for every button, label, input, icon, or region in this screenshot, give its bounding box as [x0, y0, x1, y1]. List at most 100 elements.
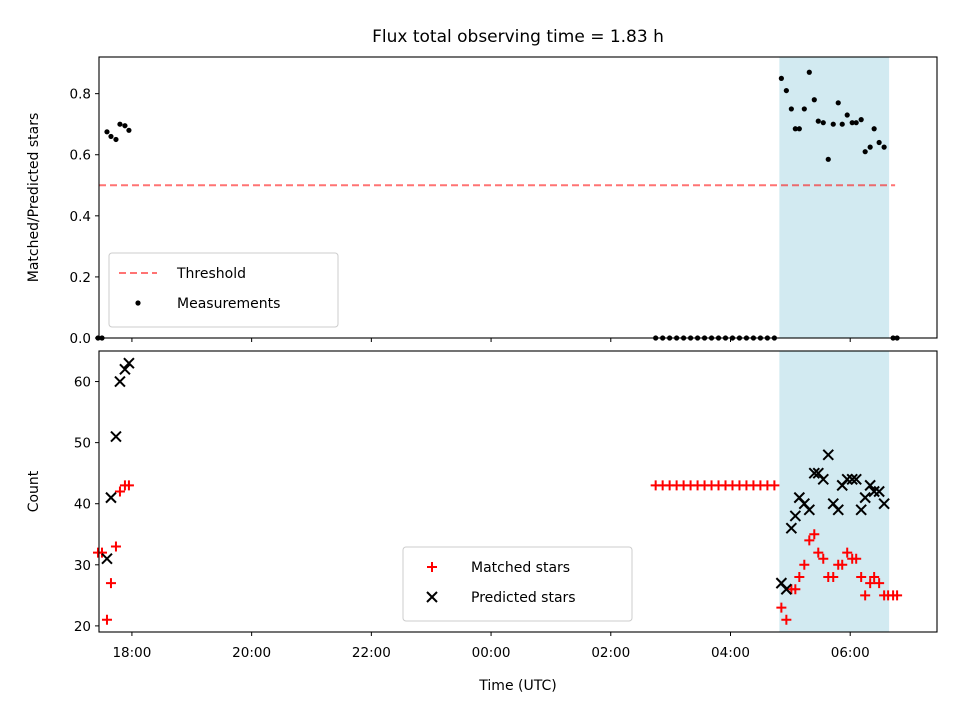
data-point	[869, 572, 880, 583]
x-tick-label: 04:00	[711, 645, 750, 661]
legend-box	[402, 546, 633, 622]
data-point	[809, 529, 820, 540]
y-tick-label: 20	[74, 619, 91, 635]
data-point	[846, 473, 858, 485]
axes-frame	[98, 56, 938, 339]
data-point	[856, 572, 867, 583]
data-point	[817, 473, 829, 485]
data-point	[849, 120, 855, 126]
chart-title: Flux total observing time = 1.83 h	[372, 27, 664, 47]
data-point	[865, 578, 876, 589]
data-point	[783, 87, 789, 94]
legend-swatch	[427, 562, 437, 572]
data-point	[801, 106, 807, 112]
x-tick-label: 18:00	[112, 645, 151, 661]
y-tick-label: 0.8	[70, 87, 91, 103]
data-point	[781, 614, 792, 625]
data-point	[780, 583, 793, 595]
data-point	[796, 126, 802, 132]
legend-box	[108, 252, 339, 328]
data-point	[769, 480, 780, 491]
data-point	[851, 553, 862, 564]
data-point	[113, 136, 119, 143]
y-tick-label: 0.2	[70, 270, 91, 286]
data-point	[799, 559, 810, 570]
data-point	[835, 100, 841, 106]
data-point	[813, 547, 824, 558]
data-point	[114, 486, 125, 497]
legend-swatch	[426, 591, 438, 603]
data-point	[818, 553, 829, 564]
data-point	[874, 578, 885, 589]
data-point	[117, 121, 123, 127]
data-point	[803, 504, 816, 516]
top-panel: 0.0 0.2 0.4 0.6 0.8 Matched/Predicted stars Th…	[26, 56, 938, 347]
data-point	[837, 559, 848, 570]
data-point	[811, 97, 817, 103]
data-point	[892, 590, 903, 601]
data-point	[110, 430, 122, 443]
data-point	[860, 590, 871, 601]
data-point	[785, 522, 798, 534]
legend-label: Threshold	[176, 266, 246, 282]
axes-frame	[98, 350, 938, 633]
y-tick-label: 0.6	[70, 148, 91, 164]
y-tick-label: 0.4	[70, 209, 91, 225]
data-point	[105, 491, 117, 504]
data-point	[776, 602, 787, 613]
legend-label: Matched stars	[471, 560, 570, 576]
data-point	[105, 578, 116, 589]
legend-label: Predicted stars	[471, 590, 576, 606]
data-point	[123, 357, 135, 369]
observing-window-span	[779, 57, 890, 338]
series-matched-stars	[93, 480, 903, 625]
data-point	[881, 144, 887, 150]
data-point	[114, 375, 126, 388]
data-point	[844, 112, 850, 118]
data-point	[871, 126, 877, 132]
data-point	[806, 69, 812, 75]
data-point	[794, 572, 805, 583]
data-point	[820, 120, 826, 126]
y-tick-label: 60	[74, 375, 91, 391]
data-point	[101, 552, 113, 565]
series-predicted-stars	[101, 357, 890, 595]
data-point	[110, 541, 121, 552]
data-point	[808, 467, 821, 479]
data-point	[104, 129, 110, 135]
y-axis-label: Matched/Predicted stars	[26, 113, 42, 283]
data-point	[839, 121, 845, 127]
bottom-panel: 20 30 40 50 60 18:00 20:00 22:00 00:00 02:00 04:00…	[26, 350, 938, 661]
y-axis-label: Count	[26, 470, 42, 512]
y-tick-label: 40	[74, 497, 91, 513]
x-tick-label: 00:00	[472, 645, 511, 661]
data-point	[855, 504, 867, 516]
data-point	[873, 485, 885, 498]
data-point	[788, 106, 794, 112]
data-point	[108, 133, 114, 140]
data-point	[878, 498, 890, 510]
data-point	[868, 485, 880, 498]
data-point	[123, 480, 134, 491]
data-point	[790, 584, 801, 595]
y-tick-label: 0.0	[70, 331, 91, 347]
y-tick-label: 30	[74, 558, 91, 574]
data-point	[842, 547, 853, 558]
data-point	[119, 363, 131, 376]
data-point	[828, 572, 839, 583]
data-point	[804, 535, 815, 546]
data-point	[778, 75, 784, 81]
data-point	[822, 449, 834, 461]
data-point	[101, 614, 112, 625]
legend: Matched stars Predicted stars	[402, 546, 633, 622]
data-point	[859, 491, 871, 504]
data-point	[789, 510, 802, 522]
data-point	[126, 127, 132, 133]
legend-label: Measurements	[177, 296, 280, 312]
data-point	[853, 120, 859, 126]
x-tick-label: 02:00	[591, 645, 630, 661]
data-point	[122, 123, 128, 129]
data-point	[830, 121, 836, 127]
data-point	[792, 126, 798, 132]
